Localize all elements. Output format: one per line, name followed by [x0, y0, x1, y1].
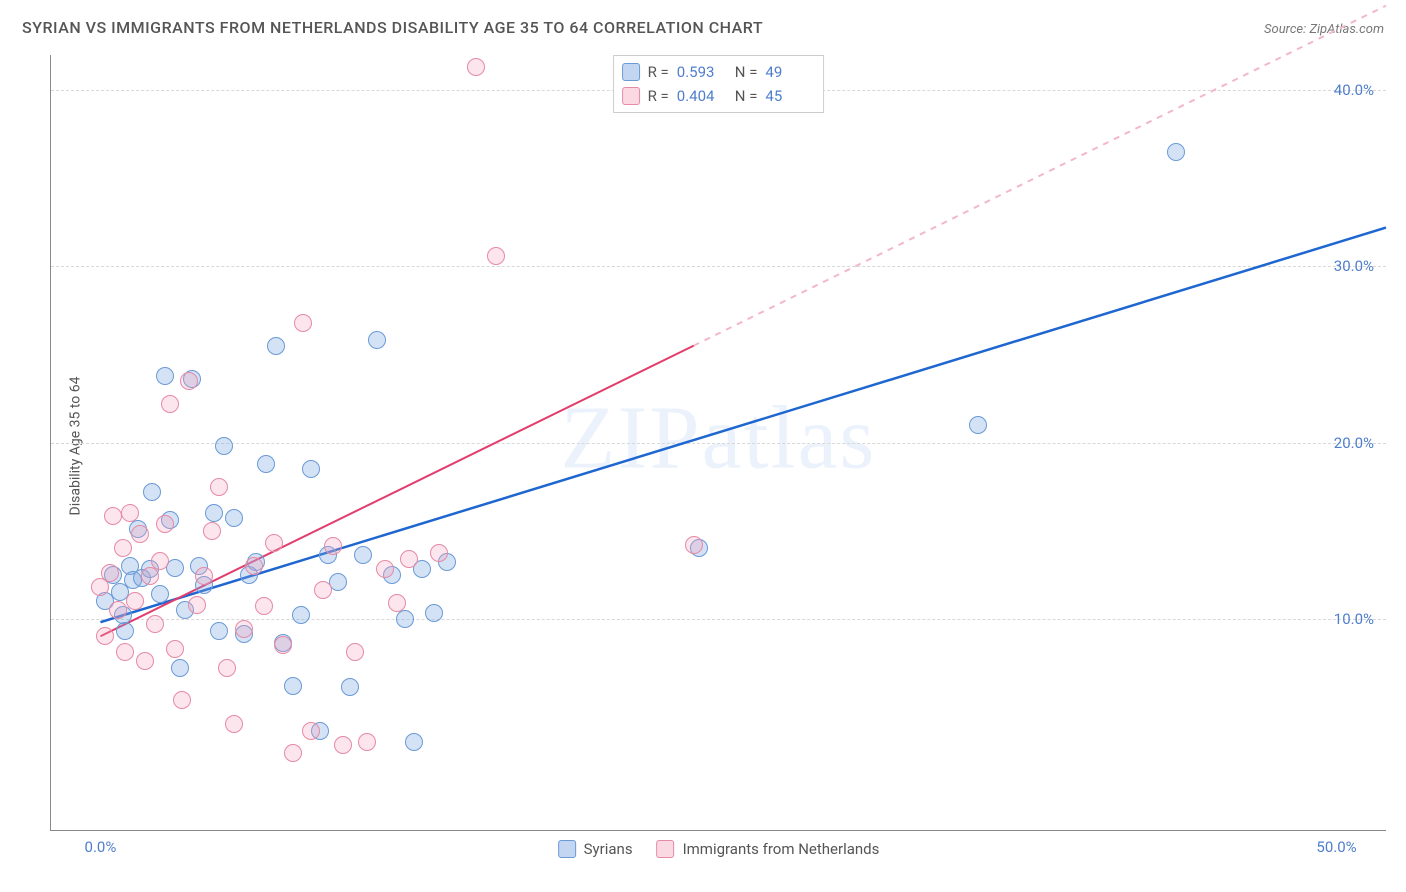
swatch-pink: [657, 840, 675, 858]
chart-title: SYRIAN VS IMMIGRANTS FROM NETHERLANDS DI…: [22, 18, 763, 37]
swatch-pink: [622, 87, 640, 105]
scatter-point-netherlands: [376, 560, 394, 578]
scatter-point-syrians: [405, 733, 423, 751]
scatter-point-netherlands: [151, 552, 169, 570]
scatter-point-syrians: [425, 604, 443, 622]
scatter-point-netherlands: [161, 395, 179, 413]
scatter-point-netherlands: [245, 557, 263, 575]
scatter-point-netherlands: [126, 592, 144, 610]
scatter-point-netherlands: [141, 567, 159, 585]
legend-item-syrians: Syrians: [558, 840, 633, 858]
scatter-point-netherlands: [334, 736, 352, 754]
scatter-point-netherlands: [400, 550, 418, 568]
scatter-point-netherlands: [109, 601, 127, 619]
scatter-point-syrians: [969, 416, 987, 434]
scatter-point-netherlands: [96, 627, 114, 645]
scatter-point-syrians: [225, 509, 243, 527]
scatter-point-syrians: [267, 337, 285, 355]
scatter-point-netherlands: [146, 615, 164, 633]
scatter-point-netherlands: [265, 534, 283, 552]
legend-item-netherlands: Immigrants from Netherlands: [657, 840, 880, 858]
n-value-netherlands: 45: [765, 84, 815, 108]
scatter-point-syrians: [368, 331, 386, 349]
scatter-point-netherlands: [203, 522, 221, 540]
regression-lines: [51, 55, 1386, 830]
scatter-point-netherlands: [302, 722, 320, 740]
scatter-point-netherlands: [156, 515, 174, 533]
scatter-point-syrians: [215, 437, 233, 455]
n-label: N =: [735, 60, 758, 84]
scatter-point-netherlands: [114, 539, 132, 557]
scatter-point-netherlands: [235, 620, 253, 638]
scatter-point-netherlands: [210, 478, 228, 496]
scatter-point-syrians: [143, 483, 161, 501]
scatter-point-syrians: [354, 546, 372, 564]
source-credit: Source: ZipAtlas.com: [1264, 22, 1384, 37]
scatter-point-syrians: [116, 622, 134, 640]
scatter-point-syrians: [205, 504, 223, 522]
scatter-point-syrians: [151, 585, 169, 603]
scatter-point-netherlands: [467, 58, 485, 76]
scatter-point-netherlands: [255, 597, 273, 615]
scatter-point-netherlands: [685, 536, 703, 554]
source-prefix: Source:: [1264, 22, 1309, 37]
n-value-syrians: 49: [765, 60, 815, 84]
series-legend: Syrians Immigrants from Netherlands: [558, 840, 880, 858]
scatter-point-netherlands: [284, 744, 302, 762]
scatter-point-netherlands: [188, 596, 206, 614]
regression-line: [100, 228, 1386, 623]
scatter-point-netherlands: [314, 581, 332, 599]
scatter-point-netherlands: [180, 372, 198, 390]
source-name: ZipAtlas.com: [1309, 22, 1384, 37]
scatter-point-syrians: [1167, 143, 1185, 161]
scatter-point-netherlands: [116, 643, 134, 661]
legend-label-netherlands: Immigrants from Netherlands: [683, 840, 880, 858]
scatter-point-netherlands: [225, 715, 243, 733]
scatter-point-netherlands: [294, 314, 312, 332]
n-label: N =: [735, 84, 758, 108]
scatter-point-netherlands: [218, 659, 236, 677]
scatter-point-netherlands: [136, 652, 154, 670]
r-label: R =: [648, 84, 669, 108]
x-tick-label: 50.0%: [1316, 838, 1356, 856]
scatter-point-netherlands: [121, 504, 139, 522]
scatter-point-syrians: [257, 455, 275, 473]
scatter-point-netherlands: [274, 636, 292, 654]
scatter-point-netherlands: [358, 733, 376, 751]
correlation-legend: R = 0.593 N = 49 R = 0.404 N = 45: [613, 55, 825, 113]
scatter-point-netherlands: [487, 247, 505, 265]
r-value-syrians: 0.593: [677, 60, 727, 84]
scatter-point-syrians: [156, 367, 174, 385]
scatter-point-syrians: [171, 659, 189, 677]
swatch-blue: [558, 840, 576, 858]
legend-row-netherlands: R = 0.404 N = 45: [622, 84, 816, 108]
scatter-point-netherlands: [173, 691, 191, 709]
scatter-point-syrians: [341, 678, 359, 696]
scatter-point-netherlands: [324, 537, 342, 555]
r-value-netherlands: 0.404: [677, 84, 727, 108]
scatter-point-syrians: [210, 622, 228, 640]
scatter-point-netherlands: [166, 640, 184, 658]
scatter-point-netherlands: [101, 564, 119, 582]
x-tick-label: 0.0%: [85, 838, 117, 856]
scatter-point-netherlands: [131, 525, 149, 543]
scatter-point-syrians: [396, 610, 414, 628]
scatter-plot: ZIPatlas 10.0%20.0%30.0%40.0% 0.0%50.0% …: [50, 55, 1386, 831]
scatter-point-netherlands: [388, 594, 406, 612]
scatter-point-netherlands: [346, 643, 364, 661]
scatter-point-syrians: [292, 606, 310, 624]
legend-label-syrians: Syrians: [584, 840, 633, 858]
scatter-point-netherlands: [104, 507, 122, 525]
legend-row-syrians: R = 0.593 N = 49: [622, 60, 816, 84]
scatter-point-syrians: [302, 460, 320, 478]
scatter-point-netherlands: [195, 567, 213, 585]
scatter-point-netherlands: [430, 544, 448, 562]
scatter-point-syrians: [284, 677, 302, 695]
r-label: R =: [648, 60, 669, 84]
swatch-blue: [622, 63, 640, 81]
